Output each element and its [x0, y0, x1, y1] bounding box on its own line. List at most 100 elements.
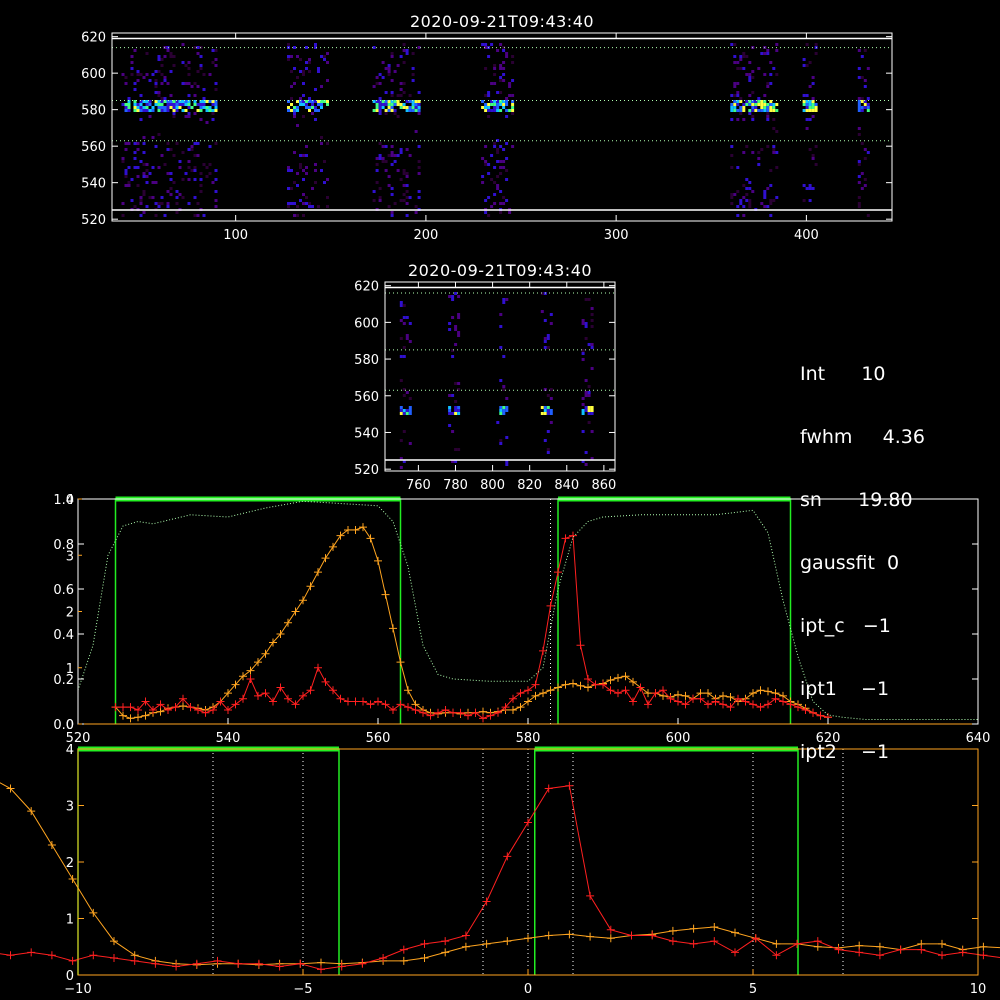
heatmap-cell [381, 157, 385, 160]
heatmap-cell [811, 154, 815, 157]
data-point [374, 697, 382, 706]
data-point [584, 683, 592, 692]
y-tick-label: 600 [354, 316, 379, 331]
heatmap-cell [163, 106, 167, 109]
heatmap-cell [142, 100, 146, 103]
heatmap-cell [484, 67, 488, 70]
heatmap-cell [502, 49, 506, 52]
heatmap-cell [133, 82, 137, 85]
heatmap-cell [139, 202, 143, 205]
y-tick-label: 520 [354, 463, 379, 478]
heatmap-cell [748, 100, 752, 103]
heatmap-cell [187, 82, 191, 85]
heatmap-cell [381, 103, 385, 106]
heatmap-cell [587, 391, 591, 394]
heatmap-cell [326, 103, 329, 106]
x-tick-label: 0 [524, 982, 532, 997]
heatmap-cell [760, 103, 764, 106]
data-point [351, 525, 360, 534]
heatmap-cell [763, 193, 767, 196]
heatmap-cell [499, 160, 503, 163]
heatmap-cell [505, 169, 509, 172]
data-point [441, 948, 450, 957]
heatmap-cell [317, 103, 320, 106]
heatmap-cell [454, 406, 458, 409]
heatmap-cell [142, 163, 146, 166]
heatmap-cell [387, 73, 391, 76]
heatmap-cell [390, 100, 394, 103]
heatmap-cell [148, 115, 152, 118]
heatmap-cell [311, 187, 314, 190]
series-line-red [115, 534, 829, 719]
heatmap-cell [751, 76, 755, 79]
data-point [503, 937, 512, 946]
heatmap-cell [754, 106, 758, 109]
heatmap-cell [505, 157, 509, 160]
heatmap-cell [581, 352, 585, 355]
heatmap-cell [393, 103, 397, 106]
heatmap-cell [169, 100, 173, 103]
heatmap-cell [293, 202, 296, 205]
heatmap-cell [408, 196, 412, 199]
heatmap-cell [763, 73, 767, 76]
heatmap-cell [584, 337, 588, 340]
heatmap-cell [145, 103, 149, 106]
heatmap-cell [546, 451, 550, 454]
heatmap-cell [402, 49, 406, 52]
heatmap-cell [196, 154, 200, 157]
heatmap-cell [581, 349, 585, 352]
heatmap-cell [857, 205, 861, 208]
x-tick-label: 560 [366, 731, 391, 746]
heatmap-cell [305, 100, 308, 103]
heatmap-cell [378, 157, 382, 160]
heatmap-cell [387, 103, 391, 106]
heatmap-cell [145, 106, 149, 109]
heatmap-cell [130, 61, 134, 64]
heatmap-cell [766, 103, 770, 106]
heatmap-cell [211, 181, 215, 184]
heatmap-frame [384, 281, 616, 472]
heatmap-cell [166, 106, 170, 109]
data-point [938, 951, 946, 960]
heatmap-cell [399, 457, 403, 460]
heatmap-cell [396, 64, 400, 67]
data-point [875, 951, 884, 960]
heatmap-cell [142, 151, 146, 154]
heatmap-cell [405, 337, 409, 340]
data-point [779, 697, 787, 706]
data-point [186, 703, 195, 712]
heatmap-cell [863, 85, 867, 88]
heatmap-cell [196, 202, 200, 205]
heatmap-cell [181, 100, 185, 103]
heatmap-cell [154, 79, 158, 82]
heatmap-cell [402, 394, 406, 397]
heatmap-cell [772, 118, 776, 121]
heatmap-cell [502, 67, 506, 70]
heatmap-cell [402, 172, 406, 175]
heatmap-cell [151, 181, 155, 184]
heatmap-cell [508, 82, 512, 85]
heatmap-cell [405, 109, 409, 112]
heatmap-cell [405, 175, 409, 178]
data-point [855, 948, 864, 957]
heatmap-cell [387, 175, 391, 178]
y-tick-label: 0 [66, 969, 74, 984]
heatmap-cell [378, 199, 382, 202]
heatmap-cell [387, 67, 391, 70]
data-point [224, 689, 232, 698]
heatmap-cell [323, 181, 326, 184]
heatmap-cell [127, 181, 131, 184]
heatmap-cell [293, 106, 296, 109]
heatmap-cell [184, 82, 188, 85]
heatmap-cell [311, 103, 314, 106]
heatmap-cell [136, 79, 140, 82]
heatmap-cell [163, 76, 167, 79]
data-point [651, 689, 660, 698]
heatmap-cell [372, 46, 376, 49]
heatmap-cell [151, 109, 155, 112]
heatmap-cell [202, 73, 206, 76]
heatmap-cell [751, 115, 755, 118]
heatmap-cell [169, 106, 173, 109]
heatmap-cell [211, 103, 215, 106]
